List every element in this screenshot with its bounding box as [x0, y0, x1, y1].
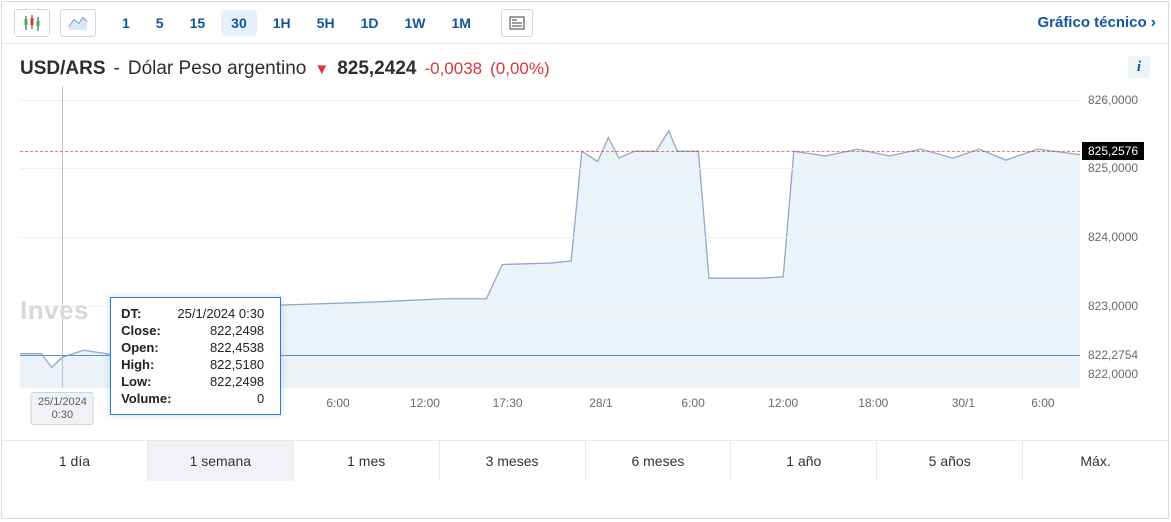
y-tick-label: 822,0000	[1088, 367, 1138, 381]
x-tick-label: 28/1	[589, 396, 612, 410]
news-icon	[509, 16, 525, 30]
interval-1D[interactable]: 1D	[351, 10, 389, 36]
x-tick-label: 12:00	[768, 396, 798, 410]
x-tick-label: 6:00	[326, 396, 349, 410]
chart-type-candles-button[interactable]	[14, 9, 50, 37]
direction-down-icon: ▼	[314, 61, 329, 78]
tooltip-key: DT:	[121, 305, 177, 322]
range-tab[interactable]: 1 semana	[148, 441, 294, 481]
current-price-tag: 825,2576	[1082, 142, 1144, 160]
range-tab[interactable]: 3 meses	[440, 441, 586, 481]
quote-header: USD/ARS - Dólar Peso argentino ▼ 825,242…	[2, 44, 1168, 86]
range-tab[interactable]: Máx.	[1023, 441, 1168, 481]
grafico-tecnico-link[interactable]: Gráfico técnico ›	[1037, 14, 1156, 32]
x-tick-label: 6:00	[681, 396, 704, 410]
pair-symbol: USD/ARS	[20, 58, 106, 80]
x-tick-label: 30/1	[952, 396, 975, 410]
x-tick-label: 6:00	[1031, 396, 1054, 410]
tooltip-key: High:	[121, 356, 177, 373]
range-tab[interactable]: 1 mes	[294, 441, 440, 481]
toolbar: 1515301H5H1D1W1M Gráfico técnico ›	[2, 2, 1168, 44]
y-secondary-label: 822,2754	[1088, 348, 1138, 362]
news-icon-button[interactable]	[501, 9, 533, 37]
x-tick-label: 17:30	[493, 396, 523, 410]
candlestick-icon	[22, 14, 42, 32]
tooltip-value: 822,5180	[177, 356, 270, 373]
chevron-right-icon: ›	[1151, 14, 1156, 32]
pair-description: Dólar Peso argentino	[128, 58, 307, 80]
price-change-pct: (0,00%)	[490, 59, 550, 79]
reference-line-current	[20, 151, 1080, 152]
ohlc-tooltip: DT:25/1/2024 0:30Close:822,2498Open:822,…	[110, 297, 281, 415]
tooltip-value: 25/1/2024 0:30	[177, 305, 270, 322]
range-tab[interactable]: 5 años	[877, 441, 1023, 481]
interval-list: 1515301H5H1D1W1M	[112, 10, 481, 36]
range-tab[interactable]: 1 día	[2, 441, 148, 481]
tooltip-key: Volume:	[121, 390, 177, 407]
chart-type-area-button[interactable]	[60, 9, 96, 37]
tooltip-key: Open:	[121, 339, 177, 356]
tooltip-value: 0	[177, 390, 270, 407]
y-tick-label: 824,0000	[1088, 230, 1138, 244]
interval-5[interactable]: 5	[146, 10, 174, 36]
interval-30[interactable]: 30	[221, 10, 257, 36]
interval-1W[interactable]: 1W	[394, 10, 435, 36]
tooltip-value: 822,4538	[177, 339, 270, 356]
grafico-tecnico-label: Gráfico técnico	[1037, 14, 1146, 31]
area-chart-icon	[68, 15, 88, 31]
chart-plot[interactable]: InvesDT:25/1/2024 0:30Close:822,2498Open…	[20, 86, 1080, 388]
interval-5H[interactable]: 5H	[307, 10, 345, 36]
interval-1M[interactable]: 1M	[441, 10, 480, 36]
last-price: 825,2424	[337, 58, 416, 80]
range-tab[interactable]: 6 meses	[586, 441, 732, 481]
y-axis: 826,0000 825,0000 824,0000 823,0000 822,0000…	[1082, 86, 1168, 388]
x-tick-highlight: 25/1/20240:30	[31, 392, 94, 425]
y-tick-label: 823,0000	[1088, 299, 1138, 313]
range-tabs: 1 día1 semana1 mes3 meses6 meses1 año5 a…	[2, 440, 1168, 481]
tooltip-value: 822,2498	[177, 322, 270, 339]
x-tick-label: 12:00	[410, 396, 440, 410]
interval-1[interactable]: 1	[112, 10, 140, 36]
tooltip-value: 822,2498	[177, 373, 270, 390]
info-button[interactable]: i	[1128, 56, 1150, 78]
interval-1H[interactable]: 1H	[263, 10, 301, 36]
tooltip-key: Close:	[121, 322, 177, 339]
range-tab[interactable]: 1 año	[731, 441, 877, 481]
chart-container: 1515301H5H1D1W1M Gráfico técnico › USD/A…	[1, 1, 1169, 519]
pair-separator: -	[114, 58, 120, 80]
interval-15[interactable]: 15	[180, 10, 216, 36]
x-tick-label: 18:00	[858, 396, 888, 410]
y-tick-label: 825,0000	[1088, 161, 1138, 175]
price-change-abs: -0,0038	[424, 59, 482, 79]
chart-area: InvesDT:25/1/2024 0:30Close:822,2498Open…	[2, 86, 1168, 416]
tooltip-key: Low:	[121, 373, 177, 390]
crosshair-vertical	[62, 86, 63, 388]
y-tick-label: 826,0000	[1088, 93, 1138, 107]
